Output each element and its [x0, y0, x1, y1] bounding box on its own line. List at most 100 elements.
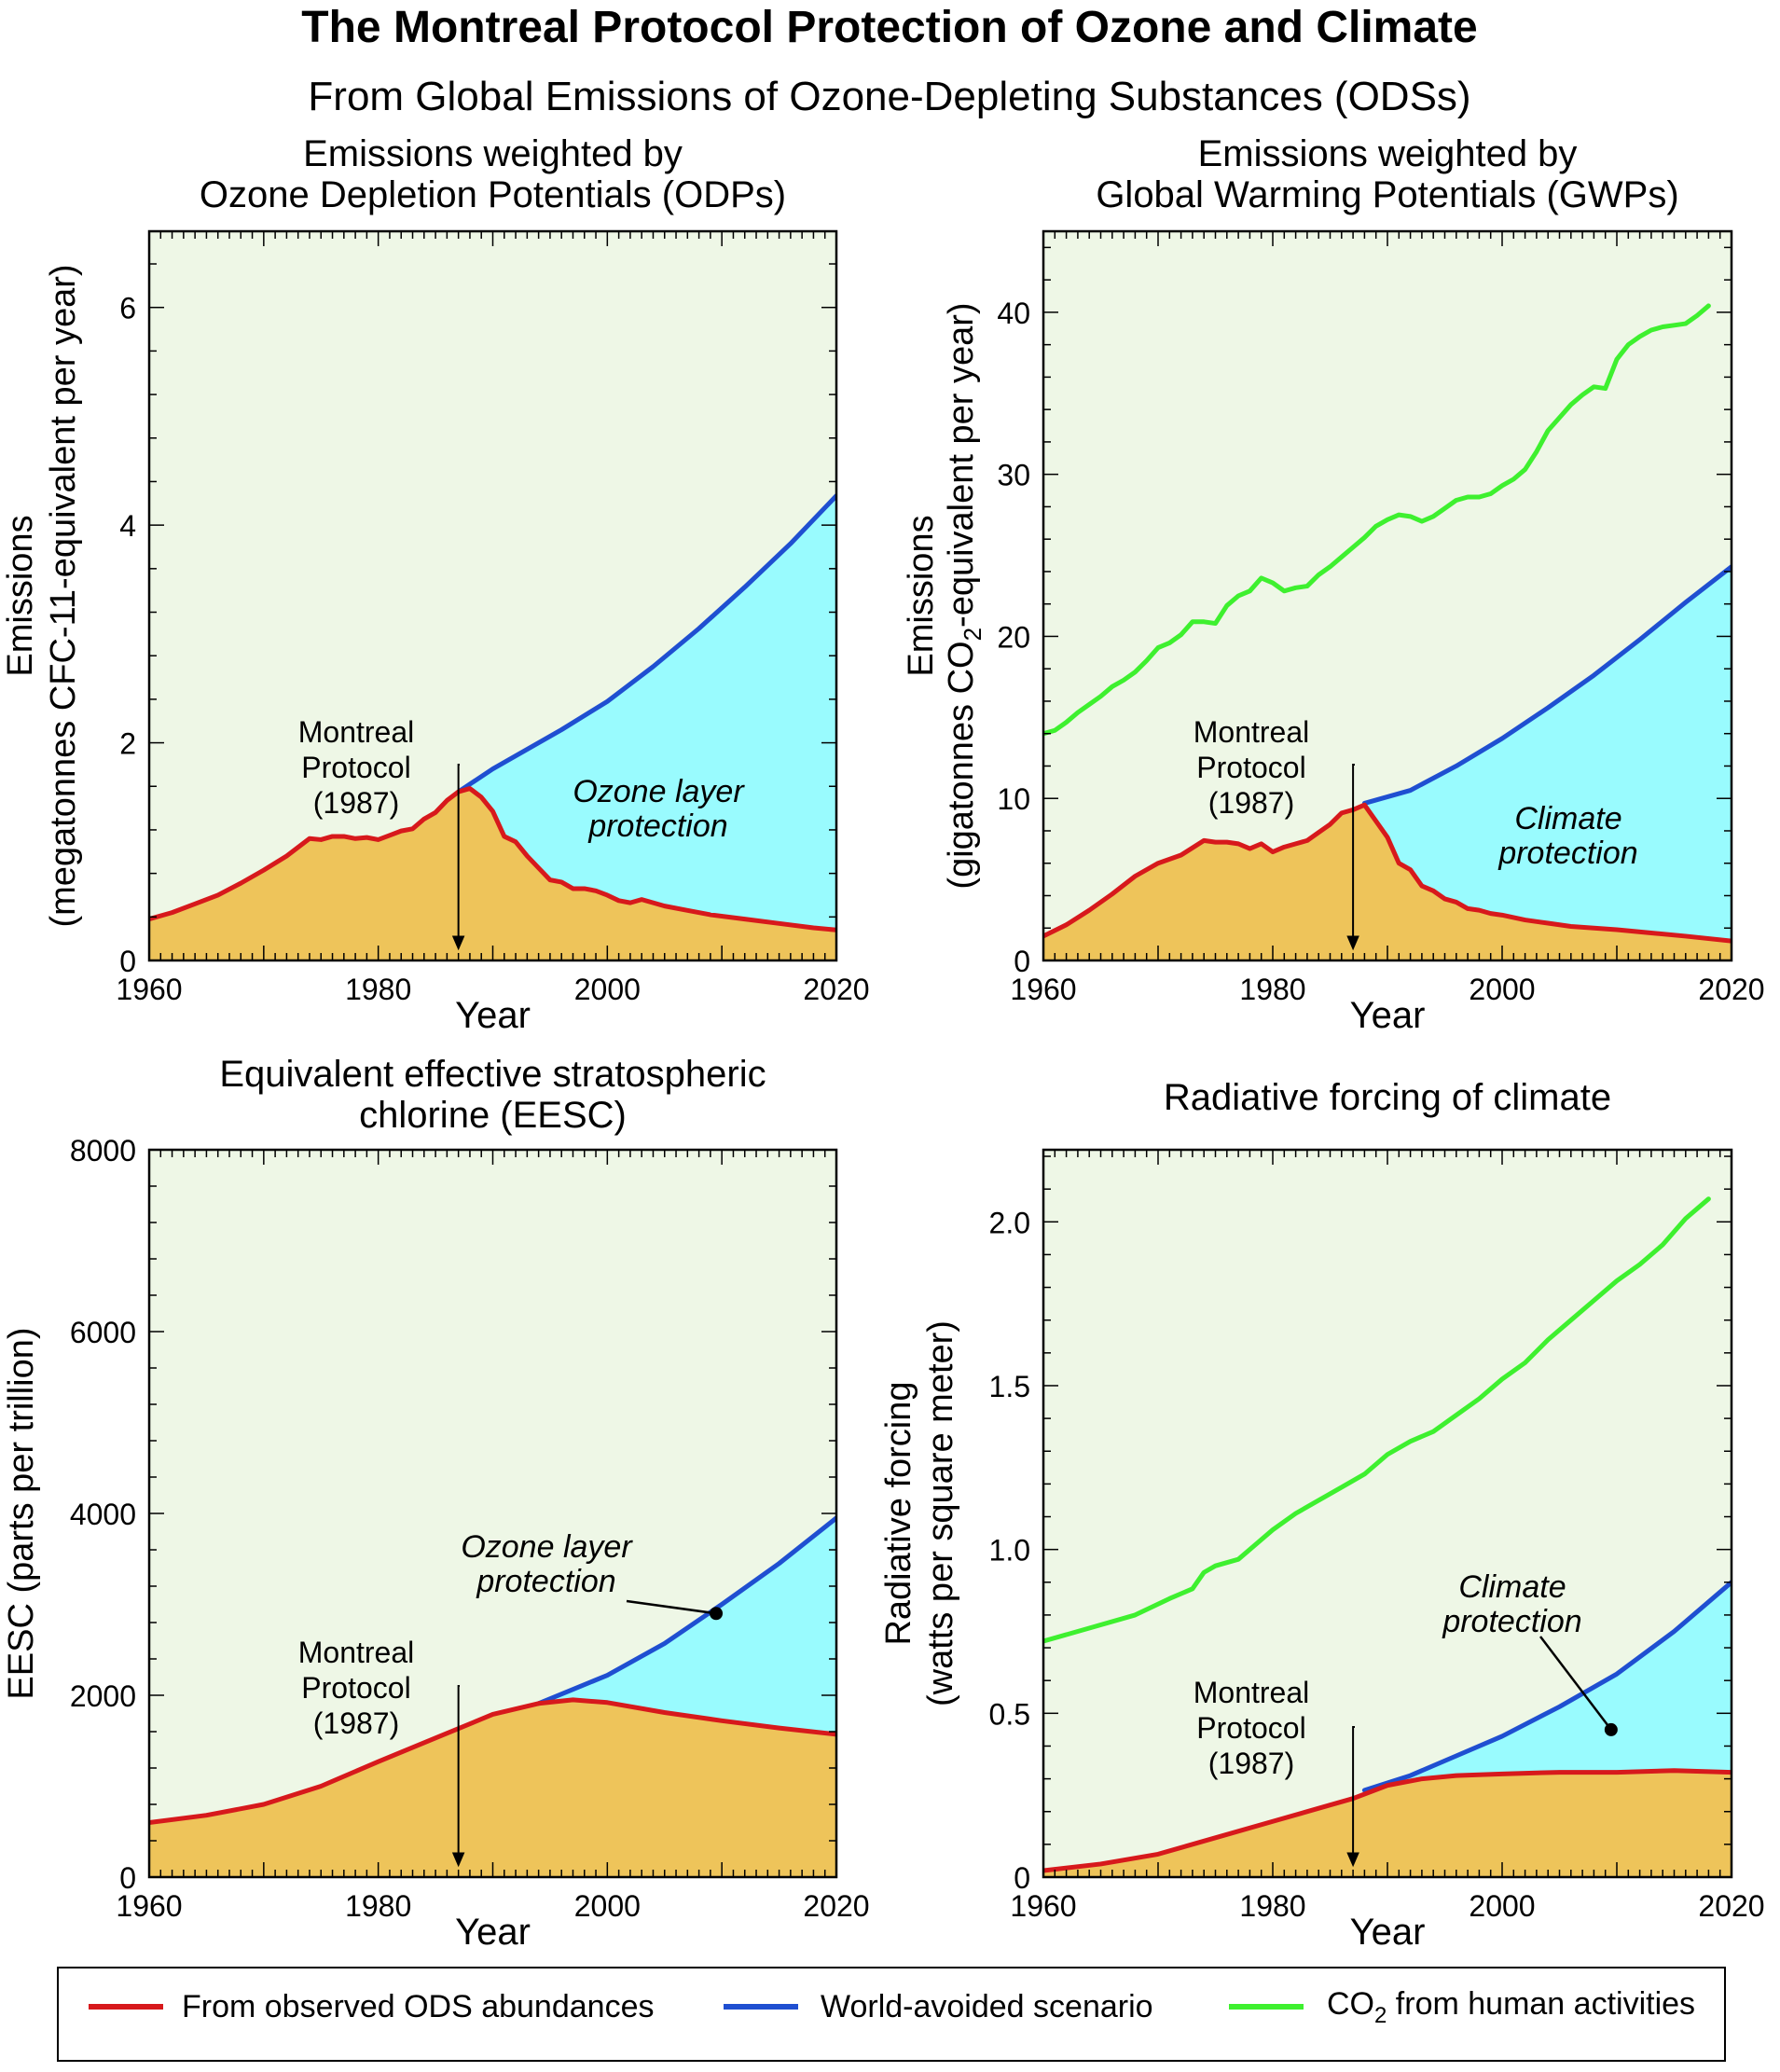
observed-area — [1043, 1770, 1732, 1877]
observed-area — [149, 788, 836, 960]
panel-title: Emissions weighted by — [303, 133, 683, 174]
panel-title: Equivalent effective stratospheric — [219, 1054, 766, 1095]
y-tick-label: 6000 — [70, 1316, 136, 1349]
legend-label: World-avoided scenario — [821, 1989, 1153, 2024]
arrow-head — [1346, 935, 1359, 951]
legend: From observed ODS abundances World-avoide… — [57, 1967, 1726, 2062]
y-ticks — [149, 263, 836, 919]
x-tick-label: 2000 — [1469, 973, 1535, 1006]
protection-pointer — [1539, 1636, 1612, 1731]
y-ticks — [1043, 1155, 1732, 1845]
series-line-avoided — [456, 493, 836, 794]
legend-avoided: World-avoided scenario — [724, 1989, 1153, 2024]
series-line-observed — [1043, 1768, 1732, 1873]
x-ticks — [1054, 231, 1721, 960]
panel-title: chlorine (EESC) — [359, 1095, 627, 1136]
plot-area — [149, 1515, 836, 1877]
annotation-montreal: Protocol — [1196, 1711, 1305, 1745]
panel-gwp: 1960 1980 2000 2020 0 10 20 30 40 Year Emissions w… — [902, 133, 1765, 1036]
observed-area — [149, 1699, 836, 1877]
y-tick-label: 2 — [119, 727, 136, 761]
annotation-montreal: (1987) — [313, 1706, 400, 1740]
x-tick-label: 2000 — [574, 973, 641, 1006]
x-tick-label: 1980 — [345, 973, 411, 1006]
x-tick-label: 2000 — [574, 1889, 641, 1923]
arrow-line — [1352, 1726, 1355, 1858]
annotation-montreal: Montreal — [298, 715, 415, 749]
y-tick-label: 8000 — [70, 1134, 136, 1167]
protection-pointer — [626, 1599, 717, 1615]
annotation-montreal: Protocol — [301, 1671, 410, 1705]
y-axis-label: (watts per square meter) — [921, 1320, 960, 1706]
series-line-avoided — [1361, 1580, 1732, 1793]
y-axis-label: Radiative forcing — [879, 1381, 918, 1645]
series-line-observed — [149, 786, 836, 932]
arrow-line — [457, 1685, 460, 1858]
x-axis-label: Year — [455, 995, 531, 1036]
y-tick-label: 30 — [997, 459, 1030, 492]
plot-area — [149, 493, 836, 960]
x-tick-label: 2000 — [1469, 1889, 1535, 1923]
series-line-co2 — [1043, 303, 1711, 737]
arrow-line — [1352, 764, 1355, 942]
x-tick-label: 2020 — [803, 1889, 869, 1923]
protection-area — [1364, 1582, 1732, 1794]
annotation-montreal: Protocol — [1196, 751, 1305, 784]
panel-title: Global Warming Potentials (GWPs) — [1096, 174, 1678, 215]
x-tick-label: 1960 — [116, 973, 182, 1006]
annotation-montreal: Montreal — [298, 1636, 415, 1669]
x-tick-label: 1960 — [1010, 973, 1076, 1006]
figure-title: The Montreal Protocol Protection of Ozon… — [301, 3, 1477, 52]
annotation-montreal: (1987) — [1208, 1747, 1295, 1780]
x-axis-label: Year — [1350, 995, 1426, 1036]
legend-frame — [57, 1967, 1726, 2062]
annotation-montreal: Montreal — [1194, 1676, 1310, 1709]
annotation-arrow — [451, 764, 465, 951]
annotation-montreal: Montreal — [1194, 715, 1310, 749]
y-tick-label: 2.0 — [989, 1206, 1030, 1239]
series-line-avoided — [536, 1515, 836, 1706]
series-line-avoided — [1361, 564, 1732, 806]
arrow-head — [1346, 1852, 1359, 1868]
figure-subtitle: From Global Emissions of Ozone-Depleting… — [308, 74, 1470, 119]
y-tick-label: 4000 — [70, 1498, 136, 1531]
arrow-head — [451, 935, 465, 951]
x-ticks — [1054, 1150, 1721, 1877]
y-tick-label: 40 — [997, 297, 1030, 330]
annotation-arrow — [451, 1685, 465, 1868]
protection-label: protection — [476, 1564, 615, 1599]
x-tick-label: 1960 — [1010, 1889, 1076, 1923]
x-tick-label: 1960 — [116, 1889, 182, 1923]
x-ticks — [159, 231, 826, 960]
x-ticks — [159, 1150, 826, 1877]
annotation-montreal: (1987) — [1208, 786, 1295, 820]
annotation-montreal: Protocol — [301, 751, 410, 784]
series-line-observed — [1043, 802, 1732, 944]
y-tick-label: 10 — [997, 782, 1030, 816]
panel-title: Emissions weighted by — [1198, 133, 1578, 174]
y-tick-label: 2000 — [70, 1679, 136, 1713]
y-ticks — [149, 1185, 836, 1842]
protection-label: Climate — [1458, 1569, 1566, 1605]
plot-area — [1043, 303, 1732, 960]
panel-title: Ozone Depletion Potentials (ODPs) — [200, 174, 786, 215]
protection-label: Ozone layer — [573, 774, 745, 809]
protection-pointer-dot — [1604, 1722, 1618, 1736]
x-axis-label: Year — [455, 1912, 531, 1953]
y-tick-label: 0 — [119, 1861, 136, 1895]
x-axis-label: Year — [1350, 1912, 1426, 1953]
series-line-observed — [149, 1697, 836, 1825]
protection-label: protection — [1442, 1604, 1581, 1639]
legend-label: From observed ODS abundances — [182, 1989, 654, 2024]
x-tick-label: 2020 — [803, 973, 869, 1006]
y-tick-label: 4 — [119, 509, 136, 543]
arrow-head — [451, 1852, 465, 1868]
y-tick-label: 1.0 — [989, 1534, 1030, 1568]
plot-area — [1043, 1196, 1732, 1877]
panel-rf: 1960 1980 2000 2020 0 0.5 1.0 1.5 2.0 Year Radiati… — [879, 1077, 1765, 1953]
protection-area — [538, 1517, 836, 1734]
y-tick-label: 0 — [1014, 945, 1030, 978]
y-ticks — [1043, 246, 1732, 929]
